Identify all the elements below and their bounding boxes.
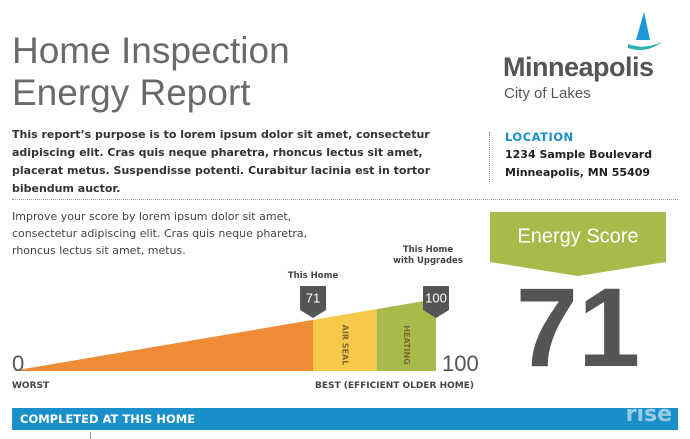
logo-tagline: City of Lakes <box>504 85 591 102</box>
divider <box>489 132 490 182</box>
max-caption: BEST (EFFICIENT OLDER HOME) <box>315 381 474 391</box>
watermark: rise <box>625 402 672 427</box>
score-banner: Energy Score <box>490 212 666 276</box>
upgrade-segment <box>376 299 436 371</box>
logo-name: Minneapolis <box>503 52 654 82</box>
wave <box>628 42 662 50</box>
gauge-max: 100 <box>442 351 479 376</box>
current-badge <box>300 286 327 318</box>
segment-label: AIR SEAL <box>340 325 349 366</box>
upgraded-caption: This Home <box>403 245 454 255</box>
intro: This report’s purpose is to lorem ipsum … <box>12 128 431 195</box>
current-badge-label: 71 <box>306 290 320 305</box>
current-wedge <box>12 319 314 371</box>
min-caption: WORST <box>12 381 50 391</box>
banner-shape <box>490 212 666 276</box>
footer-title: COMPLETED AT THIS HOME <box>20 412 196 426</box>
footer-bar: COMPLETED AT THIS HOME rise <box>12 402 678 430</box>
gauge-min: 0 <box>12 351 24 376</box>
logo-icon <box>628 12 662 50</box>
upgraded-badge-label: 100 <box>425 290 447 305</box>
address-line: 1234 Sample Boulevard <box>505 148 653 161</box>
sail <box>636 12 650 40</box>
upgraded-badge <box>423 286 449 318</box>
address-line: Minneapolis, MN 55409 <box>505 166 651 179</box>
score-description: Improve your score by lorem ipsum dolor … <box>12 210 308 257</box>
location-label: LOCATION <box>505 130 574 144</box>
upgraded-caption: with Upgrades <box>393 256 463 266</box>
title-line: Home Inspection <box>12 30 290 71</box>
upgrade-segment <box>313 309 377 371</box>
title-line: Energy Report <box>12 72 251 113</box>
separator <box>12 199 678 200</box>
segment-label: HEATING <box>402 325 411 364</box>
score-title: Energy Score <box>517 225 638 247</box>
current-caption: This Home <box>288 271 339 281</box>
title: Home Inspection Energy Report <box>12 30 290 114</box>
footer-tick <box>90 432 91 439</box>
score-value: 71 <box>515 265 641 390</box>
